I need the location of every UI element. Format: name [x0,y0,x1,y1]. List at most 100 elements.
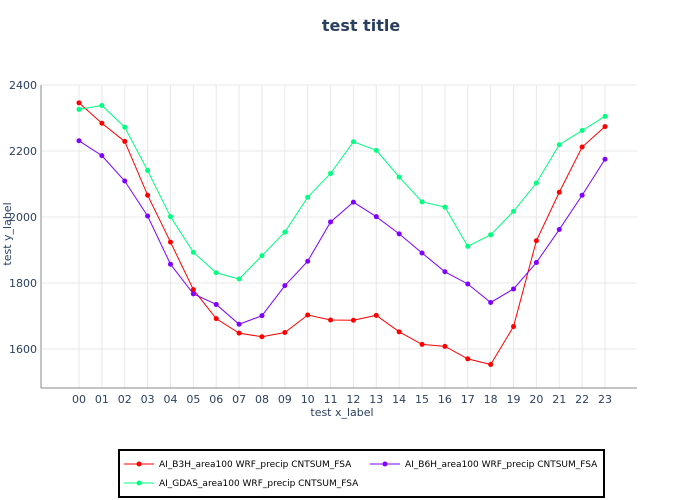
y-axis-label: test y_label [1,202,14,265]
x-tick-label: 06 [209,393,223,406]
x-axis-label: test x_label [310,406,373,419]
legend-item: AI_B3H_area100 WRF_precip CNTSUM_FSA [124,460,352,470]
legend-box [118,449,605,498]
legend-label: AI_B6H_area100 WRF_precip CNTSUM_FSA [405,460,598,470]
x-tick-label: 20 [529,393,543,406]
data-point [442,343,448,349]
data-point [511,208,517,214]
data-point [328,219,334,225]
data-point [236,330,242,336]
x-tick-label: 13 [369,393,383,406]
legend-label: AI_GDAS_area100 WRF_precip CNTSUM_FSA [159,479,359,489]
data-point [556,227,562,233]
legend-item: AI_B6H_area100 WRF_precip CNTSUM_FSA [370,460,598,470]
data-point [190,249,196,255]
data-point [396,231,402,237]
series-1 [76,100,608,368]
x-tick-label: 03 [141,393,155,406]
data-point [259,253,265,259]
data-point [602,124,608,130]
data-point [602,113,608,119]
y-tick-label: 2200 [9,145,37,158]
legend-marker [136,461,142,467]
data-point [533,180,539,186]
legend-item: AI_GDAS_area100 WRF_precip CNTSUM_FSA [124,479,359,489]
series-3 [76,102,608,282]
data-point [465,356,471,362]
data-point [282,330,288,335]
data-point [236,276,242,282]
x-tick-label: 21 [552,393,566,406]
data-point [99,102,105,108]
data-point [122,124,128,130]
x-tick-label: 17 [461,393,475,406]
x-tick-label: 18 [484,393,498,406]
x-tick-label: 15 [415,393,429,406]
data-point [76,106,82,112]
x-tick-label: 14 [392,393,406,406]
data-point [602,156,608,162]
x-tick-label: 11 [324,393,338,406]
x-tick-label: 04 [163,393,177,406]
data-point [213,301,219,307]
data-point [167,261,173,267]
data-point [373,147,379,153]
data-point [579,144,585,150]
data-point [122,178,128,184]
data-point [122,138,128,144]
data-point [282,283,288,289]
x-tick-label: 05 [186,393,200,406]
x-tick-label: 09 [278,393,292,406]
y-gridlines [41,84,637,350]
data-point [488,232,494,238]
data-point [76,100,82,106]
y-tick-label: 2000 [9,211,37,224]
data-point [488,299,494,305]
legend-marker [382,461,388,467]
x-tick-label: 23 [598,393,612,406]
series-layer [76,100,608,368]
data-point [465,281,471,287]
y-tick-label: 1800 [9,277,37,290]
data-point [396,329,402,335]
y-tick-labels: 1600 1800 2000 2200 2400 [9,79,37,356]
series-line [78,102,606,366]
x-tick-label: 07 [232,393,246,406]
data-point [579,128,585,134]
x-tick-label: 02 [118,393,132,406]
legend-label: AI_B3H_area100 WRF_precip CNTSUM_FSA [159,460,352,470]
x-tick-label: 19 [507,393,521,406]
data-point [396,174,402,180]
data-point [465,243,471,249]
x-tick-label: 01 [95,393,109,406]
data-point [511,286,517,292]
data-point [145,192,151,198]
data-point [556,189,562,195]
data-point [328,170,334,176]
data-point [145,213,151,219]
data-point [350,139,356,145]
data-point [419,341,425,347]
x-tick-label: 16 [438,393,452,406]
data-point [99,120,105,126]
legend: AI_B3H_area100 WRF_precip CNTSUM_FSA AI_B… [118,449,605,498]
x-tick-label: 10 [301,393,315,406]
data-point [236,321,242,327]
data-point [213,316,219,322]
x-tick-label: 08 [255,393,269,406]
legend-items: AI_B3H_area100 WRF_precip CNTSUM_FSA AI_B… [124,460,598,489]
data-point [373,312,379,318]
data-point [488,362,494,368]
data-point [579,192,585,198]
data-point [145,167,151,173]
data-point [533,238,539,244]
x-tick-label: 12 [346,393,360,406]
y-tick-label: 1600 [9,343,37,356]
data-point [511,324,517,330]
data-point [419,199,425,205]
data-point [167,214,173,220]
data-point [328,317,334,323]
y-tick-label: 2400 [9,79,37,92]
legend-marker [136,480,142,486]
